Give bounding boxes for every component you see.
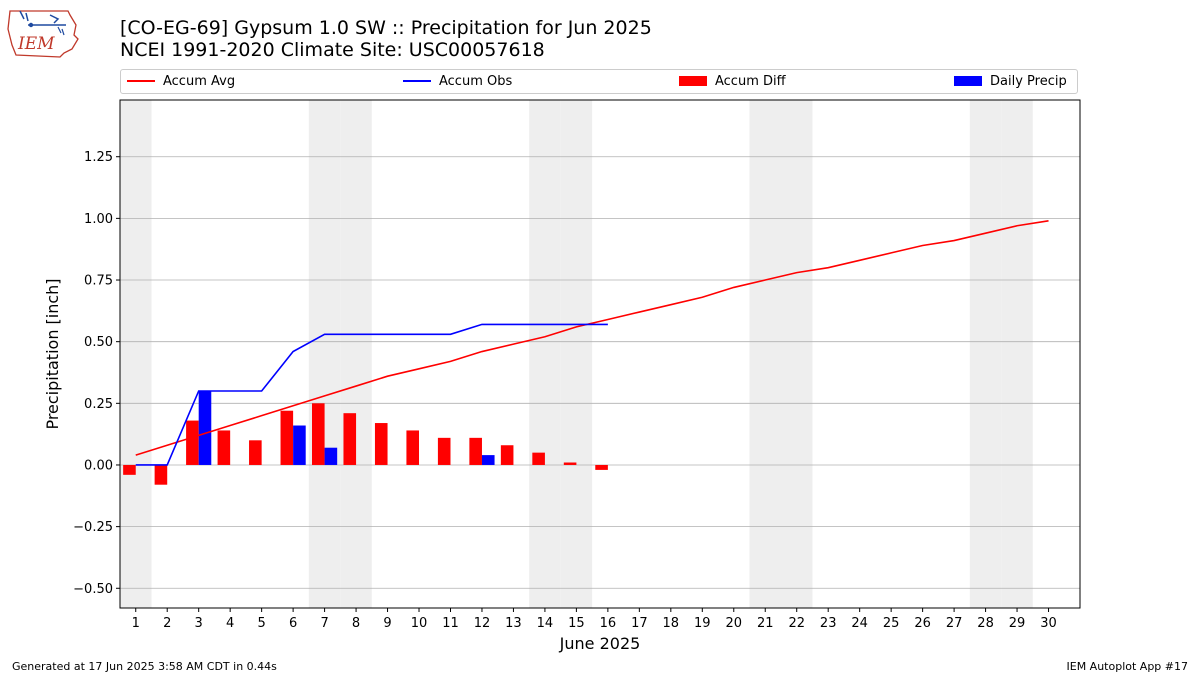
y-tick-label: 0.00 [84, 458, 113, 473]
accum-diff-bar [217, 430, 231, 465]
accum-diff-bar [186, 420, 199, 465]
legend-item-accum-diff: Accum Diff [679, 73, 786, 91]
legend-item-accum-obs: Accum Obs [403, 73, 512, 91]
y-tick-label: −0.50 [73, 582, 113, 597]
weekend-band [1001, 100, 1033, 608]
x-tick-label: 12 [474, 616, 491, 631]
chart-subtitle: NCEI 1991-2020 Climate Site: USC00057618 [120, 39, 545, 61]
x-tick-label: 28 [977, 616, 994, 631]
weekend-band [529, 100, 561, 608]
daily-precip-bar [481, 455, 495, 465]
y-tick-label: 0.50 [84, 335, 113, 350]
x-tick-label: 24 [851, 616, 868, 631]
bars [123, 390, 608, 485]
x-tick-label: 22 [788, 616, 805, 631]
x-tick-label: 17 [631, 616, 648, 631]
legend-swatch [954, 75, 982, 86]
accum-diff-bar [469, 437, 482, 465]
legend-label: Daily Precip [990, 74, 1067, 89]
y-tick-label: 1.25 [84, 150, 113, 165]
x-tick-label: 14 [537, 616, 554, 631]
plot-frame [119, 99, 1081, 609]
accum-diff-bar [280, 410, 294, 465]
x-tick-label: 5 [257, 616, 265, 631]
daily-precip-bar [293, 425, 306, 465]
app-label: IEM Autoplot App #17 [1066, 660, 1189, 673]
x-tick-label: 3 [195, 616, 203, 631]
legend-label: Accum Obs [439, 74, 513, 89]
x-tick-label: 16 [600, 616, 617, 631]
weekend-band [120, 100, 152, 608]
accum-avg-line [135, 220, 1049, 456]
y-tick-label: 0.25 [84, 397, 113, 412]
legend-label: Accum Avg [163, 74, 236, 89]
x-tick-label: 26 [914, 616, 931, 631]
iem-logo: IEM [6, 5, 82, 60]
accum-diff-bar [406, 430, 420, 465]
x-tick-label: 20 [725, 616, 742, 631]
iowa-outline-icon [7, 10, 79, 58]
x-tick-label: 1 [132, 616, 140, 631]
legend-item-daily-precip: Daily Precip [954, 73, 1067, 91]
x-tick-label: 7 [320, 616, 328, 631]
y-axis-label: Precipitation [inch] [43, 278, 62, 429]
x-tick-label: 25 [883, 616, 900, 631]
accum-diff-bar [563, 462, 577, 465]
accum-diff-bar [595, 464, 608, 470]
accum-diff-bar [249, 440, 262, 465]
grid-lines [120, 156, 1080, 589]
generated-timestamp: Generated at 17 Jun 2025 3:58 AM CDT in … [12, 660, 277, 673]
x-tick-label: 19 [694, 616, 711, 631]
x-tick-label: 8 [352, 616, 360, 631]
weekend-band [969, 100, 1002, 608]
accum-obs-line [135, 323, 608, 466]
lines [135, 220, 1049, 466]
weekend-band [340, 100, 372, 608]
accum-diff-bar [500, 445, 514, 465]
x-tick-label: 18 [663, 616, 680, 631]
x-tick-label: 15 [568, 616, 585, 631]
weekend-band [749, 100, 781, 608]
accum-diff-bar [123, 464, 136, 475]
x-tick-label: 11 [442, 616, 459, 631]
accum-diff-bar [154, 464, 168, 485]
x-tick-label: 30 [1040, 616, 1057, 631]
y-tick-label: 0.75 [84, 274, 113, 289]
legend: Accum Avg Accum Obs Accum Diff Daily Pre… [120, 69, 1078, 94]
accum-diff-bar [312, 403, 325, 465]
y-tick-label: 1.00 [84, 212, 113, 227]
x-axis-label: June 2025 [559, 634, 641, 653]
x-tick-label: 9 [383, 616, 391, 631]
daily-precip-bar [324, 447, 338, 465]
x-tick-label: 2 [163, 616, 171, 631]
y-tick-label: −0.25 [73, 520, 113, 535]
x-tick-label: 4 [226, 616, 234, 631]
accum-diff-bar [532, 452, 545, 465]
axis-ticks: −0.50−0.250.000.250.500.751.001.251 2 3 4 5 6… [73, 150, 1057, 631]
accum-diff-bar [374, 423, 388, 465]
legend-swatch [403, 79, 431, 82]
daily-precip-bar [198, 390, 212, 465]
legend-swatch [127, 79, 155, 82]
weekend-band [560, 100, 593, 608]
x-tick-label: 13 [505, 616, 522, 631]
x-tick-label: 10 [411, 616, 428, 631]
accum-diff-bar [437, 437, 451, 465]
x-tick-label: 23 [820, 616, 837, 631]
logo-text: IEM [17, 34, 55, 54]
chart-title: [CO-EG-69] Gypsum 1.0 SW :: Precipitatio… [120, 17, 652, 39]
weekend-band [308, 100, 341, 608]
legend-swatch [679, 75, 707, 86]
weekend-band [780, 100, 813, 608]
legend-label: Accum Diff [715, 74, 786, 89]
x-tick-label: 27 [946, 616, 963, 631]
x-tick-label: 29 [1009, 616, 1026, 631]
legend-item-accum-avg: Accum Avg [127, 73, 235, 91]
x-tick-label: 6 [289, 616, 297, 631]
accum-diff-bar [343, 413, 357, 465]
weekend-shading [120, 100, 1033, 608]
x-tick-label: 21 [757, 616, 774, 631]
